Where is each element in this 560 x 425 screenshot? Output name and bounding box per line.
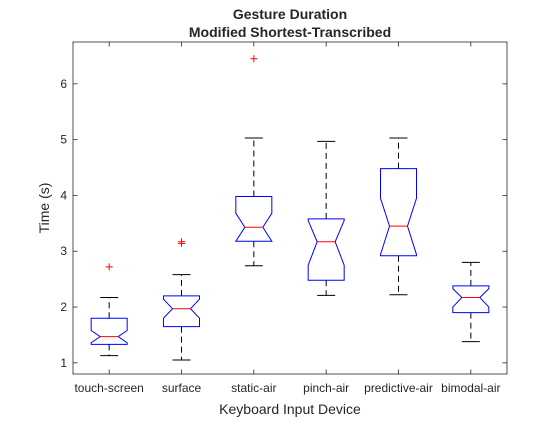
chart-title: Gesture Duration xyxy=(233,6,347,22)
box-group xyxy=(163,238,200,361)
outlier-marker xyxy=(105,263,113,271)
y-tick-label: 1 xyxy=(60,356,67,370)
box-group xyxy=(234,55,273,267)
x-tick-label: pinch-air xyxy=(303,381,349,395)
x-axis-ticks: touch-screen surface static-air pinch-air pr… xyxy=(74,42,501,395)
chart-subtitle: Modified Shortest-Transcribed xyxy=(189,24,391,40)
plot-background xyxy=(73,42,507,374)
y-tick-label: 3 xyxy=(60,244,67,258)
x-tick-label: static-air xyxy=(231,381,276,395)
notched-box xyxy=(90,317,128,345)
notched-box xyxy=(307,218,345,281)
box-group xyxy=(380,137,417,296)
y-tick-label: 2 xyxy=(60,300,67,314)
outlier-marker xyxy=(250,55,258,63)
y-tick-label: 6 xyxy=(60,77,67,91)
x-tick-label: predictive-air xyxy=(364,381,433,395)
x-tick-label: bimodal-air xyxy=(441,381,500,395)
axes-frame xyxy=(72,41,508,375)
box-group xyxy=(90,263,128,357)
x-tick-label: touch-screen xyxy=(74,381,143,395)
x-axis-label: Keyboard Input Device xyxy=(219,401,361,417)
notched-box xyxy=(163,295,200,328)
box-group xyxy=(452,261,490,343)
outlier-marker xyxy=(178,238,185,246)
notched-box xyxy=(452,285,490,314)
boxplot-marks xyxy=(90,55,490,361)
notched-box xyxy=(234,196,273,242)
x-tick-label: surface xyxy=(162,381,202,395)
y-tick-label: 4 xyxy=(60,188,67,202)
y-axis-ticks: 1 2 3 4 5 6 xyxy=(60,77,507,370)
box-group xyxy=(307,140,345,296)
y-axis-label: Time (s) xyxy=(36,183,52,234)
y-tick-label: 5 xyxy=(60,133,67,147)
notched-box xyxy=(380,168,417,257)
